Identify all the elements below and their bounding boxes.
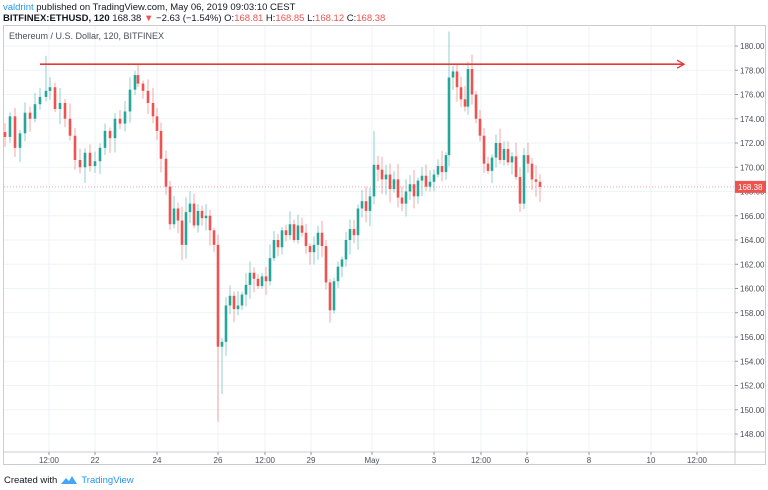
tradingview-cloud-icon — [61, 476, 78, 484]
symbol-label: BITFINEX:ETHUSD, 120 — [3, 13, 110, 24]
close-label: C: — [346, 13, 357, 24]
svg-text:10: 10 — [647, 456, 656, 465]
close-value: 168.38 — [356, 13, 386, 24]
svg-text:26: 26 — [214, 456, 223, 465]
published-text: published on TradingView.com, May 06, 20… — [36, 2, 296, 13]
svg-text:12:00: 12:00 — [255, 456, 276, 465]
tradingview-link[interactable]: TradingView — [81, 474, 134, 486]
resistance-arrow[interactable] — [40, 59, 686, 69]
svg-text:152.00: 152.00 — [740, 382, 765, 391]
low-label: L: — [307, 13, 316, 24]
svg-text:148.00: 148.00 — [740, 430, 765, 439]
svg-text:154.00: 154.00 — [740, 357, 765, 366]
svg-text:24: 24 — [153, 456, 162, 465]
svg-text:178.00: 178.00 — [740, 66, 765, 75]
svg-text:162.00: 162.00 — [740, 260, 765, 269]
svg-text:29: 29 — [307, 456, 316, 465]
down-triangle-icon: ▼ — [143, 13, 154, 24]
svg-text:22: 22 — [91, 456, 100, 465]
svg-text:8: 8 — [587, 456, 592, 465]
svg-text:168.38: 168.38 — [738, 183, 763, 192]
candles — [3, 31, 542, 422]
svg-text:170.00: 170.00 — [740, 163, 765, 172]
created-with-text: Created with — [4, 474, 58, 486]
open-label: O: — [224, 13, 235, 24]
low-value: 168.12 — [315, 13, 345, 24]
symbol-line: BITFINEX:ETHUSD, 120 168.38 ▼ −2.63 (−1.… — [3, 13, 385, 24]
svg-text:176.00: 176.00 — [740, 91, 765, 100]
svg-text:150.00: 150.00 — [740, 406, 765, 415]
svg-text:166.00: 166.00 — [740, 212, 765, 221]
svg-text:158.00: 158.00 — [740, 309, 765, 318]
svg-text:160.00: 160.00 — [740, 285, 765, 294]
publish-line: valdrint published on TradingView.com, M… — [3, 2, 295, 13]
open-value: 168.81 — [234, 13, 264, 24]
svg-text:164.00: 164.00 — [740, 236, 765, 245]
high-label: H: — [265, 13, 276, 24]
last-price: 168.38 — [112, 13, 142, 24]
time-axis[interactable]: 12:00 22 24 26 12:00 29 May 3 12:00 6 8 10 12:00 — [4, 451, 766, 465]
svg-text:6: 6 — [525, 456, 530, 465]
svg-text:174.00: 174.00 — [740, 115, 765, 124]
high-value: 168.85 — [275, 13, 305, 24]
price-change: −2.63 (−1.54%) — [156, 13, 222, 24]
grid-lines — [4, 26, 735, 452]
svg-text:May: May — [364, 456, 379, 465]
svg-text:12:00: 12:00 — [471, 456, 492, 465]
chart-legend: Ethereum / U.S. Dollar, 120, BITFINEX — [9, 31, 165, 41]
svg-text:3: 3 — [432, 456, 437, 465]
footer: Created with TradingView — [4, 474, 134, 486]
price-axis[interactable]: 148.00 150.00 152.00 154.00 156.00 158.00 160.… — [734, 26, 766, 465]
svg-text:172.00: 172.00 — [740, 139, 765, 148]
svg-text:12:00: 12:00 — [39, 456, 60, 465]
svg-text:180.00: 180.00 — [740, 42, 765, 51]
svg-text:12:00: 12:00 — [687, 456, 708, 465]
author-link[interactable]: valdrint — [3, 2, 34, 13]
svg-text:156.00: 156.00 — [740, 333, 765, 342]
chart-frame — [3, 25, 766, 465]
